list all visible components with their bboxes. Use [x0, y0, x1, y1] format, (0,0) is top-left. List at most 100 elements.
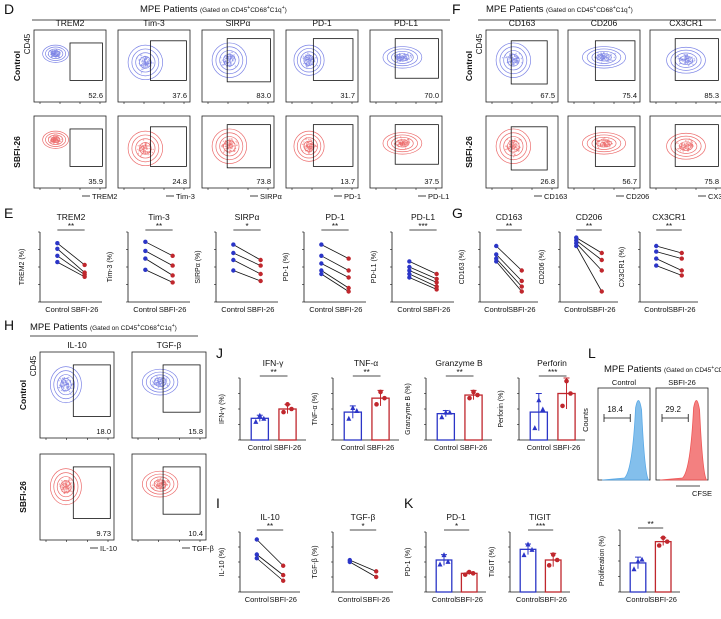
- pair-line: [57, 242, 85, 266]
- treated-point: [519, 268, 524, 273]
- control-point: [319, 271, 324, 277]
- flow-plot-frame: [567, 115, 641, 189]
- x-axis-label: CD206: [626, 192, 649, 201]
- flow-event: [686, 54, 688, 56]
- flow-event: [228, 52, 230, 55]
- flow-event: [143, 62, 146, 65]
- flow-event: [515, 148, 518, 150]
- gate-percentage: 52.6: [88, 91, 103, 100]
- flow-event: [163, 379, 165, 382]
- flow-event: [142, 68, 144, 71]
- gate-percentage: 31.7: [340, 91, 355, 100]
- flow-event: [315, 145, 317, 147]
- flow-cloud: [127, 130, 163, 167]
- flow-event: [61, 386, 63, 388]
- control-point: [631, 566, 637, 572]
- flow-event: [66, 388, 69, 390]
- y-axis-label: PD-1 (%): [283, 253, 290, 282]
- flow-contour: [596, 53, 612, 62]
- flow-event: [63, 483, 66, 485]
- header-part: +: [628, 5, 631, 11]
- treated-point: [378, 389, 383, 395]
- flow-event: [598, 58, 600, 60]
- flow-event: [63, 390, 65, 393]
- x-tick-label: SBFI-26: [508, 305, 536, 314]
- flow-event: [62, 482, 64, 485]
- flow-contour: [42, 130, 69, 149]
- x-tick-label: Control: [527, 443, 552, 452]
- x-tick-label: Control: [133, 305, 158, 314]
- flow-contour: [391, 136, 414, 150]
- flow-event: [227, 148, 229, 150]
- flow-event: [308, 138, 310, 141]
- flow-plot-frame: [485, 29, 559, 103]
- flow-event: [604, 144, 606, 147]
- flow-event: [512, 141, 514, 143]
- flow-event: [143, 147, 146, 149]
- flow-event: [228, 138, 231, 140]
- flow-event: [154, 482, 156, 485]
- flow-plot-frame: [39, 351, 115, 439]
- flow-event: [603, 52, 605, 54]
- flow-contour: [145, 371, 175, 393]
- flow-event: [224, 143, 226, 145]
- control-point: [55, 241, 60, 246]
- flow-event: [155, 381, 157, 384]
- pair-line: [576, 237, 602, 254]
- header-part: CD68: [596, 7, 613, 14]
- flow-event: [603, 139, 605, 142]
- flow-event: [685, 54, 687, 56]
- flow-contour: [586, 134, 622, 153]
- flow-contour: [139, 56, 152, 69]
- control-point: [143, 256, 148, 261]
- flow-contour: [303, 140, 315, 152]
- panel-letter: D: [4, 1, 14, 17]
- flow-event: [396, 60, 398, 62]
- flow-event: [402, 141, 404, 143]
- x-tick-label: SBFI-26: [423, 305, 451, 314]
- treated-point: [656, 543, 662, 548]
- flow-event: [67, 487, 70, 490]
- flow-event: [147, 151, 149, 153]
- flow-plot-frame: [33, 29, 107, 103]
- pair-line: [145, 241, 173, 257]
- flow-event: [517, 60, 520, 62]
- control-point: [254, 537, 259, 542]
- flow-event: [603, 58, 606, 60]
- flow-event: [514, 56, 517, 58]
- flow-contour: [395, 139, 410, 148]
- flow-event: [68, 479, 70, 481]
- flow-event: [159, 378, 162, 380]
- flow-event: [223, 150, 226, 152]
- flow-contour: [211, 42, 247, 78]
- flow-contour: [507, 140, 520, 153]
- flow-event: [138, 150, 140, 152]
- flow-event: [305, 59, 308, 61]
- pair-line: [256, 539, 284, 567]
- flow-event: [50, 50, 52, 52]
- flow-event: [686, 142, 688, 144]
- flow-contour: [582, 46, 626, 69]
- treated-point: [519, 284, 524, 289]
- significance: **: [457, 368, 463, 377]
- flow-event: [604, 137, 606, 139]
- flow-event: [305, 65, 307, 67]
- flow-event: [405, 56, 407, 58]
- x-tick-label: Control: [484, 305, 509, 314]
- row-label: Control: [12, 51, 22, 81]
- flow-contour: [666, 46, 706, 74]
- flow-event: [514, 143, 516, 146]
- control-point: [55, 253, 60, 258]
- significance: **: [271, 368, 277, 377]
- significance: **: [586, 222, 592, 231]
- y-axis-label: CD163 (%): [459, 250, 466, 285]
- y-axis-label: TIGIT (%): [489, 547, 496, 578]
- treated-point: [660, 535, 666, 541]
- flow-event: [406, 57, 408, 59]
- flow-event: [142, 151, 144, 153]
- treated-point: [374, 402, 379, 407]
- flow-event: [605, 55, 608, 57]
- x-tick-label: Control: [564, 305, 589, 314]
- flow-event: [228, 140, 231, 143]
- control-point: [439, 414, 445, 420]
